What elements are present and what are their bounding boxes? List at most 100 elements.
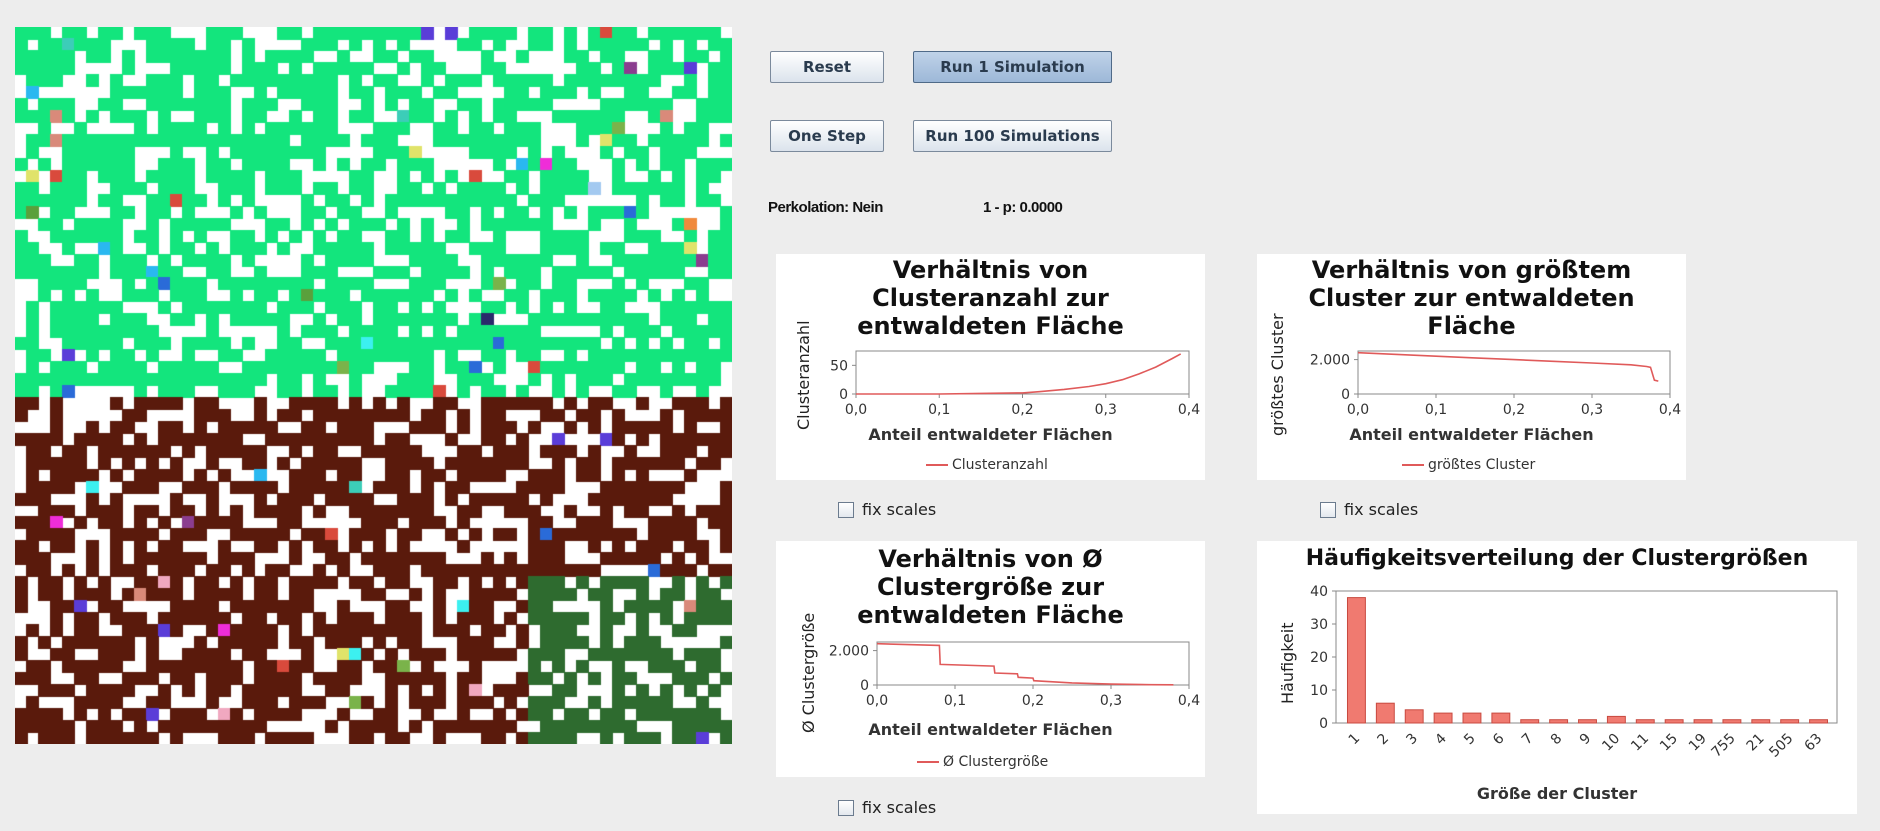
histogram-bar [1549, 719, 1569, 724]
x-tick-label: 0,3 [1095, 402, 1117, 418]
x-tick-label: 0,0 [845, 402, 867, 418]
legend-label: Ø Clustergröße [943, 754, 1049, 770]
x-tick-label: 0,4 [1178, 402, 1200, 418]
histogram-bar [1462, 712, 1482, 724]
x-tick-label: 0,2 [1503, 402, 1525, 418]
x-tick-label: 0,0 [1347, 402, 1369, 418]
histogram-bar [1722, 719, 1742, 724]
y-tick-label: 0 [839, 387, 848, 403]
legend-label: Clusteranzahl [952, 457, 1048, 473]
chart-title: Verhältnis von Ø Clustergröße zur entwalde… [857, 545, 1124, 629]
y-tick-label: 2.000 [1310, 353, 1350, 369]
histogram-bar [1578, 719, 1597, 724]
x-tick-label: 0,1 [928, 402, 950, 418]
fix-scales-label: fix scales [862, 500, 937, 519]
plot-area [855, 350, 1190, 395]
x-tick-label: 9 [1577, 731, 1595, 749]
histogram-bar [1664, 719, 1684, 724]
reset-button[interactable]: Reset [770, 51, 884, 83]
chart-avg-cluster-size: Verhältnis von Ø Clustergröße zur entwalde… [776, 541, 1205, 777]
histogram-bar [1809, 719, 1829, 724]
histogram-bar [1346, 597, 1366, 724]
fix-scales-checkbox-3[interactable]: fix scales [838, 798, 936, 817]
x-tick-label: 0,4 [1178, 693, 1200, 709]
legend-label: größtes Cluster [1428, 457, 1536, 473]
chart-title: Häufigkeitsverteilung der Clustergrößen [1305, 546, 1809, 571]
y-tick-label: 30 [1310, 617, 1328, 633]
x-tick-label: 5 [1461, 731, 1479, 749]
plot-area [1357, 350, 1671, 395]
x-tick-label: 1 [1346, 731, 1364, 749]
y-tick-label: 0 [1341, 387, 1350, 403]
fix-scales-checkbox-1[interactable]: fix scales [838, 500, 936, 519]
y-tick-label: 10 [1310, 683, 1328, 699]
histogram-bar [1433, 712, 1453, 724]
x-tick-label: 0,2 [1022, 693, 1044, 709]
x-tick-label: 19 [1686, 731, 1710, 755]
x-tick-label: 10 [1599, 731, 1623, 755]
x-tick-label: 0,0 [866, 693, 888, 709]
checkbox-box[interactable] [838, 501, 854, 518]
y-tick-label: 20 [1310, 650, 1328, 666]
series-line [876, 642, 1174, 686]
x-tick-label: 4 [1432, 730, 1450, 748]
fix-scales-label: fix scales [1344, 500, 1419, 519]
x-tick-label: 63 [1801, 731, 1825, 755]
x-tick-label: 2 [1375, 731, 1393, 749]
x-axis-label: Anteil entwaldeter Flächen [1349, 425, 1594, 444]
plot-area [1335, 590, 1838, 724]
x-tick-label: 755 [1709, 731, 1739, 761]
checkbox-box[interactable] [1320, 501, 1336, 518]
series-line [856, 353, 1182, 395]
chart-cluster-size-histogram: Häufigkeitsverteilung der Clustergrößen … [1257, 541, 1857, 814]
x-tick-label: 0,2 [1011, 402, 1033, 418]
x-tick-label: 0,1 [944, 693, 966, 709]
x-tick-label: 7 [1519, 731, 1537, 749]
one-step-button[interactable]: One Step [770, 120, 884, 152]
x-tick-label: 505 [1766, 731, 1796, 761]
chart-title: Verhältnis von Clusteranzahl zur entwaldet… [857, 256, 1124, 340]
x-tick-label: 3 [1403, 731, 1421, 749]
run-100-simulations-button[interactable]: Run 100 Simulations [913, 120, 1112, 152]
histogram-bar [1780, 719, 1800, 724]
histogram-bar [1635, 719, 1655, 724]
y-tick-label: 0 [860, 678, 869, 694]
y-tick-label: 0 [1319, 716, 1328, 732]
chart-title: Verhältnis von größtem Cluster zur entwal… [1308, 256, 1635, 340]
x-tick-label: 0,3 [1100, 693, 1122, 709]
run-1-simulation-button[interactable]: Run 1 Simulation [913, 51, 1112, 83]
series-line [1357, 351, 1659, 382]
histogram-bar [1693, 719, 1713, 724]
x-tick-label: 0,3 [1581, 402, 1603, 418]
chart-cluster-count: Verhältnis von Clusteranzahl zur entwaldet… [776, 254, 1205, 480]
legend: Clusteranzahl [926, 457, 1048, 473]
histogram-bar [1520, 719, 1540, 724]
histogram-bar [1491, 712, 1511, 724]
histogram-bar [1375, 702, 1395, 724]
y-tick-label: 40 [1310, 584, 1328, 600]
x-axis-label: Anteil entwaldeter Flächen [868, 425, 1113, 444]
histogram-bar [1404, 709, 1424, 724]
chart-largest-cluster: Verhältnis von größtem Cluster zur entwal… [1257, 254, 1686, 480]
x-tick-label: 0,4 [1659, 402, 1681, 418]
legend: Ø Clustergröße [917, 754, 1048, 770]
fix-scales-label: fix scales [862, 798, 937, 817]
percolation-status: Perkolation: Nein [768, 199, 883, 216]
forest-grid[interactable] [15, 27, 732, 744]
x-axis-label: Anteil entwaldeter Flächen [868, 720, 1113, 739]
legend: größtes Cluster [1402, 457, 1535, 473]
x-tick-label: 6 [1490, 730, 1508, 748]
x-tick-label: 21 [1744, 731, 1768, 755]
histogram-bar [1751, 719, 1771, 724]
x-tick-label: 0,1 [1425, 402, 1447, 418]
y-tick-label: 50 [830, 358, 848, 374]
y-tick-label: 2.000 [829, 644, 869, 660]
one-minus-p-status: 1 - p: 0.0000 [983, 199, 1063, 216]
x-tick-label: 8 [1548, 731, 1566, 749]
checkbox-box[interactable] [838, 799, 854, 816]
histogram-bar [1606, 715, 1626, 724]
x-tick-label: 15 [1657, 731, 1681, 755]
x-axis-label: Größe der Cluster [1476, 784, 1638, 803]
fix-scales-checkbox-2[interactable]: fix scales [1320, 500, 1418, 519]
x-tick-label: 11 [1628, 731, 1652, 755]
